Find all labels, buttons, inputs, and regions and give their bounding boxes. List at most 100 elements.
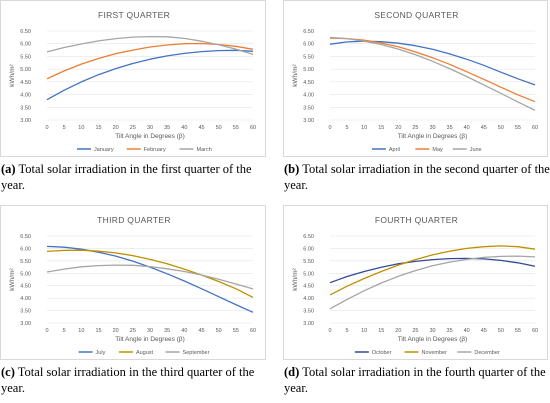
x-axis-label: Tilt Angle in Degrees (β)	[398, 133, 468, 140]
x-tick-label: 0	[45, 125, 48, 131]
legend-label-december: December	[474, 350, 500, 356]
y-tick-label: 4.50	[20, 284, 31, 290]
x-tick-label: 35	[447, 125, 453, 131]
figure-caption: (a) Total solar irradiation in the first…	[1, 161, 269, 193]
chart-title: FIRST QUARTER	[98, 10, 170, 20]
x-tick-label: 50	[216, 328, 222, 334]
legend-label-august: August	[136, 350, 154, 356]
x-tick-label: 35	[447, 328, 453, 334]
y-tick-label: 3.50	[20, 309, 31, 315]
caption-tag: (b)	[284, 162, 300, 176]
y-tick-label: 4.00	[303, 296, 314, 302]
chart-panel-second-quarter: SECOND QUARTER 3.00 3.50 4.00 4.50 5.00 5.50 6.…	[283, 0, 550, 200]
chart-panel-fourth-quarter: FOURTH QUARTER 3.00 3.50 4.00 4.50 5.00 5.50 6.…	[283, 205, 550, 403]
x-tick-label: 30	[147, 125, 153, 131]
y-tick-label: 5.50	[303, 54, 314, 60]
x-tick-label: 5	[346, 125, 349, 131]
chart-frame: FIRST QUARTER 3.00 3.50 4.00 4.50 5.00 5.50 6.0…	[0, 0, 266, 157]
chart-frame: FOURTH QUARTER 3.00 3.50 4.00 4.50 5.00 5.50 6.…	[283, 205, 548, 360]
figure-caption: (b) Total solar irradiation in the secon…	[284, 161, 550, 193]
y-tick-label: 3.50	[20, 105, 31, 111]
caption-text: Total solar irradiation in the first qua…	[1, 162, 252, 192]
x-tick-label: 5	[63, 328, 66, 334]
y-axis-label: kWh/m²	[292, 267, 299, 290]
x-tick-label: 15	[378, 125, 384, 131]
y-tick-label: 4.00	[303, 93, 314, 99]
y-tick-label: 5.50	[303, 259, 314, 265]
y-tick-label: 3.50	[303, 105, 314, 111]
legend-label-november: November	[422, 350, 448, 356]
y-axis-label: kWh/m²	[9, 267, 16, 290]
x-tick-label: 5	[346, 328, 349, 334]
y-tick-label: 6.50	[303, 29, 314, 35]
x-tick-label: 50	[498, 328, 504, 334]
x-tick-label: 40	[464, 328, 470, 334]
y-tick-label: 6.50	[20, 29, 31, 35]
y-tick-label: 3.00	[303, 321, 314, 327]
x-tick-label: 20	[395, 328, 401, 334]
x-tick-label: 10	[361, 125, 367, 131]
y-axis-label: kWh/m²	[9, 63, 16, 86]
x-tick-label: 45	[198, 328, 204, 334]
x-tick-label: 60	[532, 125, 538, 131]
line-chart-second-quarter: SECOND QUARTER 3.00 3.50 4.00 4.50 5.00 5.50 6.…	[292, 10, 538, 153]
x-tick-label: 40	[464, 125, 470, 131]
chart-panel-third-quarter: THIRD QUARTER 3.00 3.50 4.00 4.50 5.00 5.50 6.0…	[0, 205, 275, 403]
x-tick-label: 25	[412, 328, 418, 334]
series-line-october	[329, 257, 536, 284]
series-line-may	[329, 37, 536, 103]
y-tick-label: 6.50	[20, 234, 31, 240]
line-chart-first-quarter: FIRST QUARTER 3.00 3.50 4.00 4.50 5.00 5.50 6.0…	[9, 10, 256, 153]
legend-label-october: October	[372, 350, 392, 356]
x-tick-label: 15	[95, 328, 101, 334]
x-tick-label: 0	[328, 328, 331, 334]
x-tick-label: 60	[532, 328, 538, 334]
x-axis-label: Tilt Angle in Degrees (β)	[115, 133, 185, 140]
x-tick-label: 25	[130, 328, 136, 334]
chart-panel-first-quarter: FIRST QUARTER 3.00 3.50 4.00 4.50 5.00 5.50 6.0…	[0, 0, 275, 200]
y-tick-label: 6.00	[303, 246, 314, 252]
y-tick-label: 5.00	[303, 271, 314, 277]
chart-title: FOURTH QUARTER	[375, 215, 458, 225]
series-line-september	[46, 264, 254, 290]
y-tick-label: 6.00	[303, 42, 314, 48]
x-tick-label: 20	[113, 125, 119, 131]
x-tick-label: 40	[181, 125, 187, 131]
series-line-january	[46, 49, 254, 101]
caption-tag: (a)	[1, 162, 16, 176]
x-tick-label: 45	[481, 125, 487, 131]
x-tick-label: 30	[429, 125, 435, 131]
caption-text: Total solar irradiation in the third qua…	[1, 365, 255, 395]
x-tick-label: 20	[113, 328, 119, 334]
x-tick-label: 30	[147, 328, 153, 334]
chart-frame: SECOND QUARTER 3.00 3.50 4.00 4.50 5.00 5.50 6.…	[283, 0, 548, 157]
x-tick-label: 55	[515, 328, 521, 334]
x-tick-label: 10	[78, 328, 84, 334]
caption-text: Total solar irradiation in the fourth qu…	[284, 365, 546, 395]
caption-tag: (d)	[284, 365, 300, 379]
legend-label-june: June	[470, 147, 482, 153]
caption-text: Total solar irradiation in the second qu…	[284, 162, 550, 192]
x-tick-label: 25	[412, 125, 418, 131]
x-tick-label: 60	[250, 125, 256, 131]
x-tick-label: 0	[328, 125, 331, 131]
x-tick-label: 55	[233, 125, 239, 131]
figure-caption: (d) Total solar irradiation in the fourt…	[284, 364, 550, 396]
legend-label-september: September	[183, 350, 210, 356]
series-line-june	[329, 36, 536, 111]
series-line-august	[46, 249, 254, 298]
x-tick-label: 15	[95, 125, 101, 131]
y-tick-label: 6.50	[303, 234, 314, 240]
y-tick-label: 6.00	[20, 246, 31, 252]
x-tick-label: 15	[378, 328, 384, 334]
x-tick-label: 55	[233, 328, 239, 334]
y-tick-label: 3.00	[303, 118, 314, 124]
x-tick-label: 60	[250, 328, 256, 334]
x-tick-label: 10	[78, 125, 84, 131]
series-line-december	[329, 255, 536, 310]
caption-tag: (c)	[1, 365, 15, 379]
x-tick-label: 50	[216, 125, 222, 131]
figure-caption: (c) Total solar irradiation in the third…	[1, 364, 269, 396]
x-tick-label: 20	[395, 125, 401, 131]
y-tick-label: 3.00	[20, 321, 31, 327]
